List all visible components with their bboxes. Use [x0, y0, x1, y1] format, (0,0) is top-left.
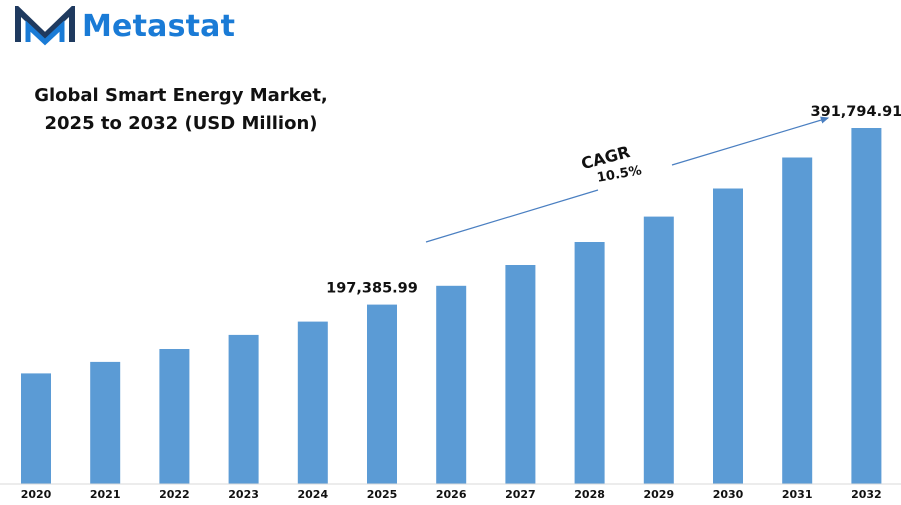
tick-label-2022: 2022 [159, 488, 190, 501]
tick-label-2020: 2020 [21, 488, 52, 501]
metastat-m-logo-icon [15, 6, 75, 46]
tick-label-2025: 2025 [367, 488, 398, 501]
tick-label-2021: 2021 [90, 488, 121, 501]
data-label-2025: 197,385.99 [326, 281, 418, 297]
brand-logo: Metastat [14, 6, 235, 46]
data-label-2032: 391,794.91 [811, 104, 901, 120]
data-labels: 197,385.99 391,794.91 [326, 104, 901, 297]
tick-label-2029: 2029 [643, 488, 674, 501]
tick-label-2027: 2027 [505, 488, 536, 501]
x-axis-ticks: 2020 2021 2022 2023 2024 2025 2026 2027 2028 2029… [21, 488, 882, 501]
cagr-arrow-2 [671, 116, 830, 166]
chart-title: Global Smart Energy Market, 2025 to 2032… [16, 82, 346, 138]
tick-label-2023: 2023 [228, 488, 259, 501]
tick-label-2028: 2028 [574, 488, 605, 501]
bar-2028 [574, 242, 605, 484]
tick-label-2031: 2031 [782, 488, 813, 501]
tick-label-2032: 2032 [851, 488, 882, 501]
bar-2025 [367, 304, 397, 484]
chart-title-line-1: Global Smart Energy Market, [34, 85, 328, 106]
bar-2020 [21, 373, 51, 484]
tick-label-2030: 2030 [713, 488, 744, 501]
bar-2029 [643, 216, 674, 484]
tick-label-2024: 2024 [297, 488, 328, 501]
bar-2024 [297, 321, 328, 484]
bar-2027 [505, 265, 536, 484]
bar-2032 [851, 128, 882, 484]
brand-name: Metastat [82, 8, 236, 44]
bar-2022 [159, 349, 190, 484]
tick-label-2026: 2026 [436, 488, 467, 501]
bar-group [21, 128, 882, 484]
chart-title-line-2: 2025 to 2032 (USD Million) [44, 113, 318, 134]
bar-2023 [228, 334, 259, 484]
bar-2021 [90, 361, 121, 484]
bar-2030 [713, 188, 743, 484]
bar-2031 [782, 157, 813, 484]
bar-2026 [436, 285, 467, 484]
cagr-arrow [425, 189, 599, 243]
